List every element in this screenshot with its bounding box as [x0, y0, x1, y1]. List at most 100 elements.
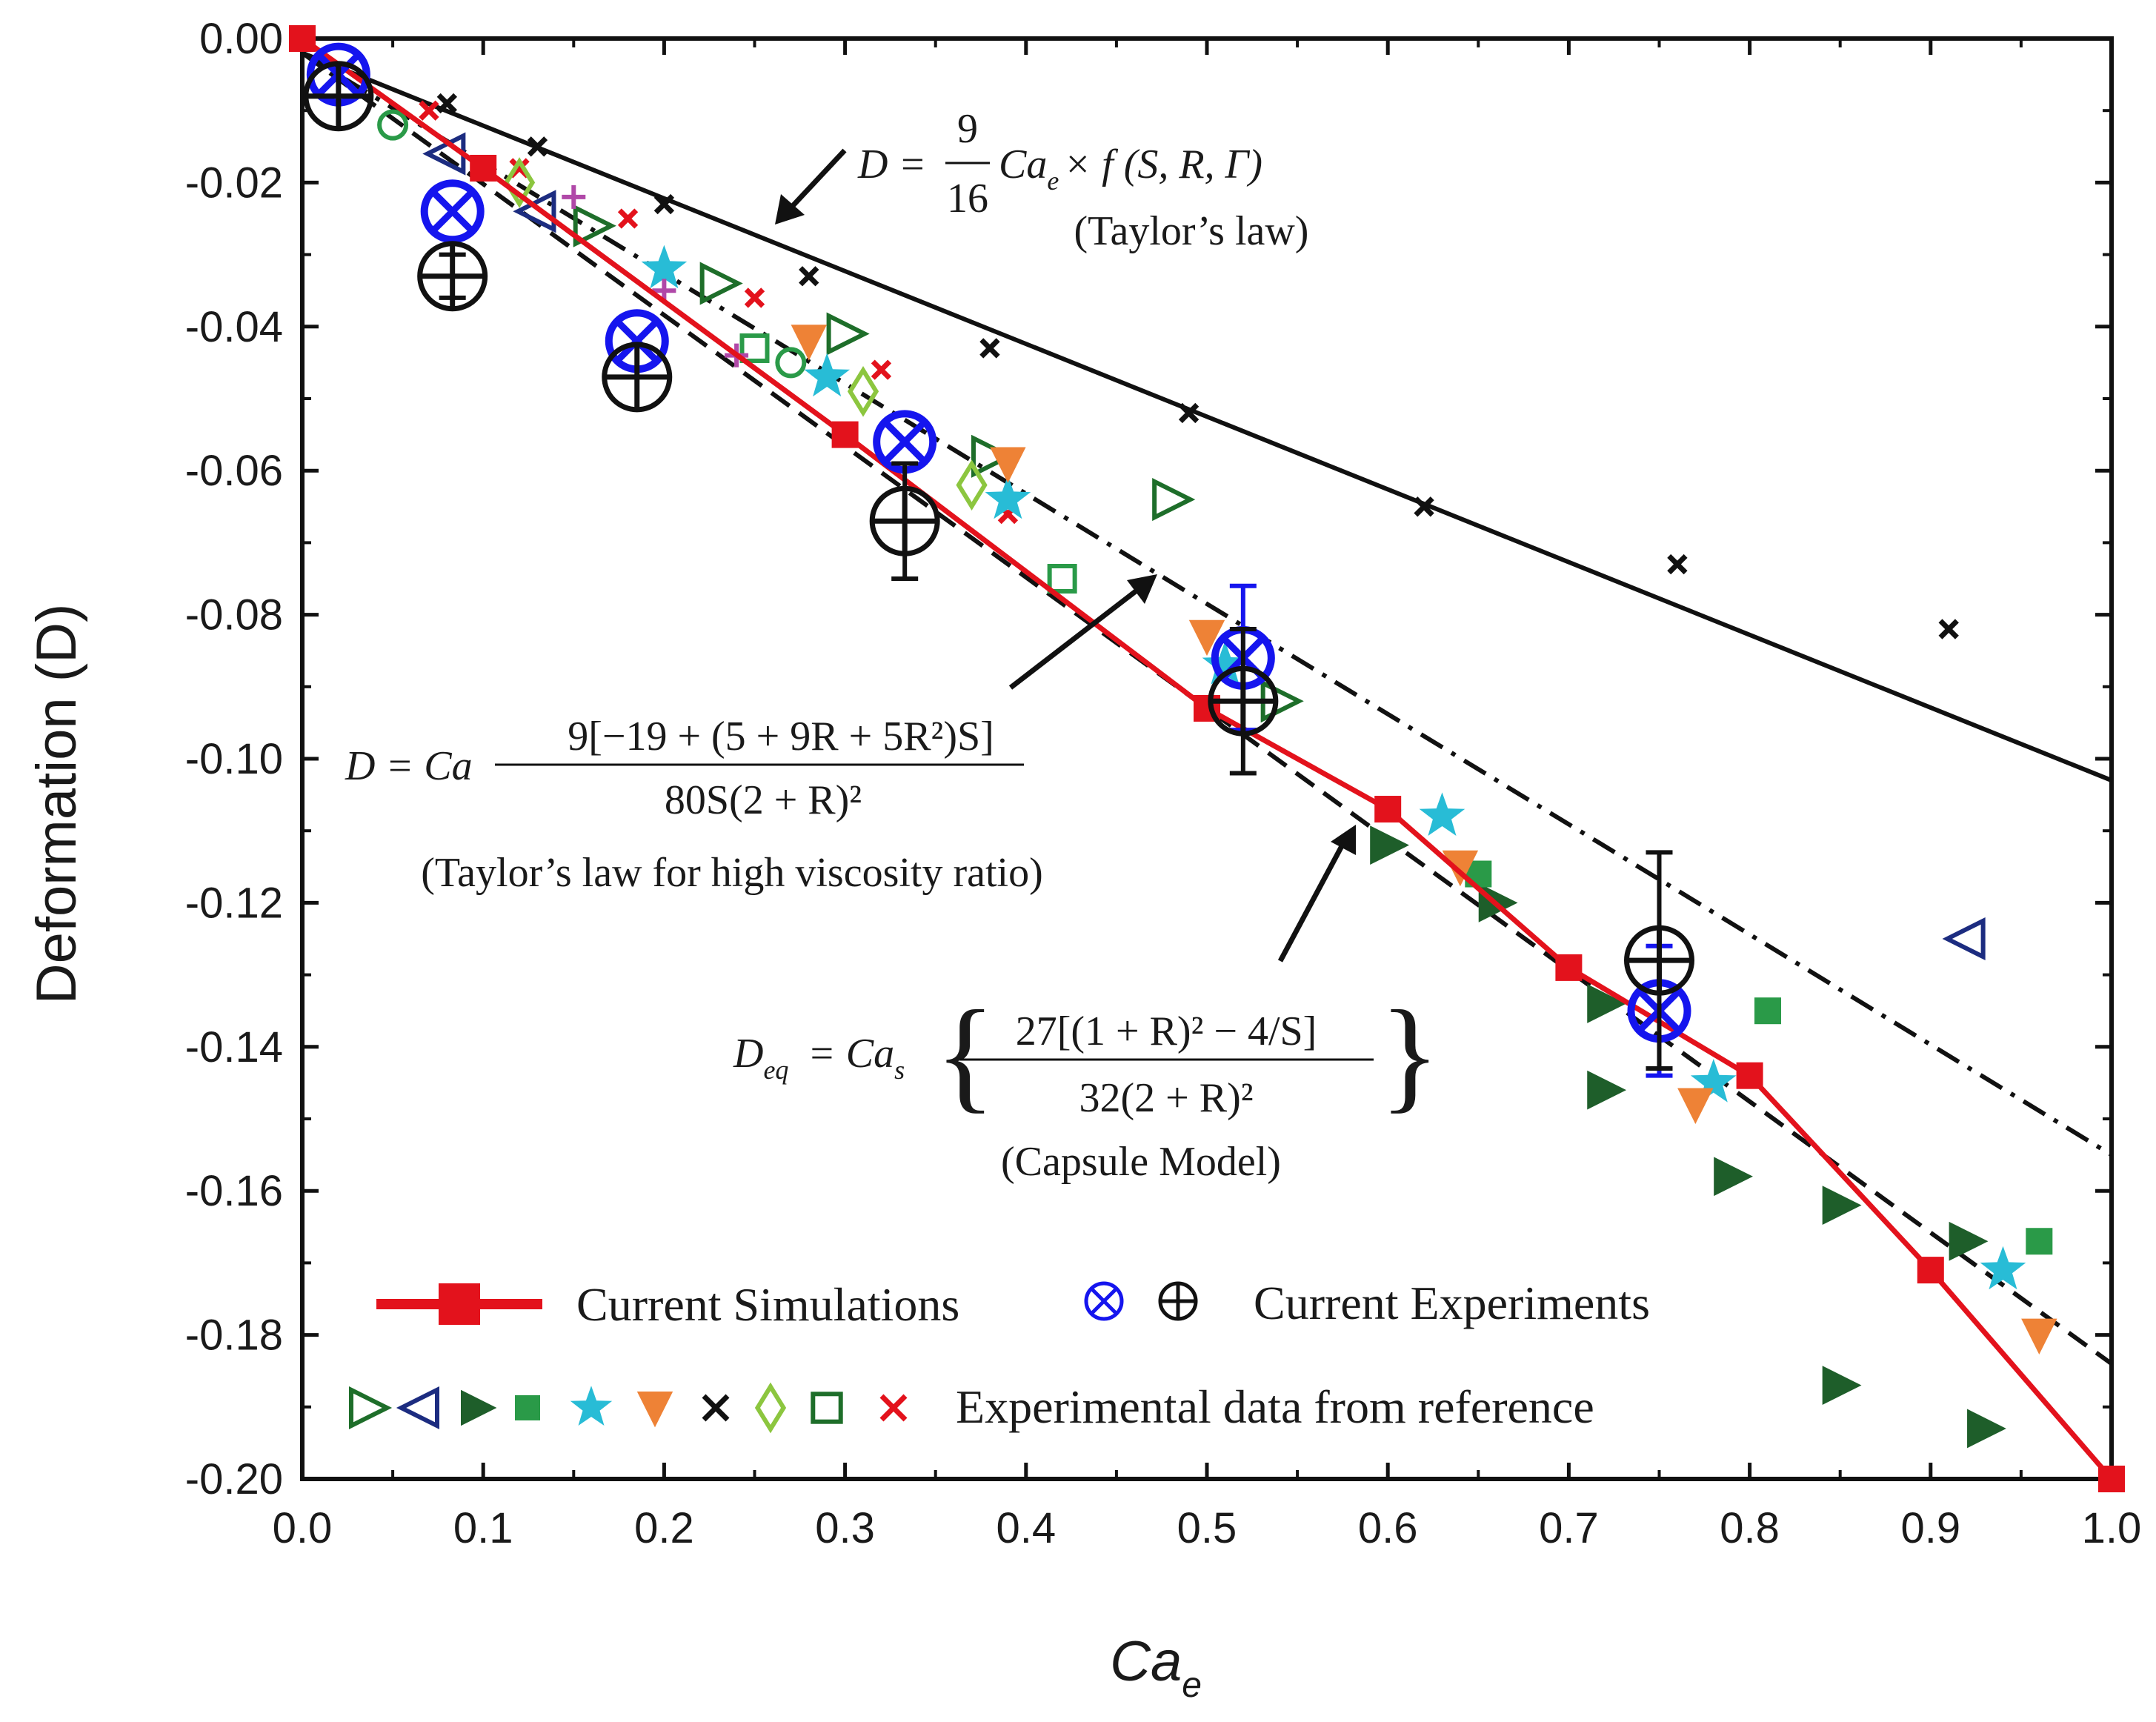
annotation-taylor: D = 9 16 Cae × f (S, R, Γ) (Taylor’s law) — [775, 106, 1308, 254]
series-reference-open-square — [739, 333, 1077, 594]
data-point — [1370, 825, 1409, 865]
legend-reference-symbol — [811, 1392, 843, 1424]
legend-reference-symbol — [461, 1389, 497, 1426]
data-point — [1152, 478, 1196, 522]
data-point — [303, 61, 374, 132]
data-point — [985, 475, 1031, 519]
data-point — [1949, 1221, 1989, 1261]
legend-reference: Experimental data from reference — [349, 1380, 1594, 1434]
oplus-icon — [1158, 1281, 1198, 1321]
annotation-arrow — [1277, 843, 1345, 963]
data-point — [744, 287, 765, 308]
data-point — [1208, 627, 1279, 776]
series-reference-down-triangle — [791, 325, 2057, 1354]
legend-simulations: Current Simulations — [376, 1278, 959, 1331]
data-point — [1188, 619, 1225, 656]
data-point — [377, 109, 409, 141]
y-tick-label: -0.14 — [185, 1023, 283, 1071]
y-tick-label: -0.06 — [185, 447, 283, 495]
svg-text:(Capsule Model): (Capsule Model) — [1001, 1139, 1281, 1185]
data-point — [1624, 850, 1694, 1071]
svg-text:Experimental data from referen: Experimental data from reference — [956, 1380, 1594, 1433]
model-line-dashed — [302, 51, 2112, 1366]
data-point — [799, 266, 819, 287]
svg-text:32(2 + R)²: 32(2 + R)² — [1079, 1075, 1253, 1121]
y-tick-label: -0.20 — [185, 1455, 283, 1503]
data-point — [289, 25, 316, 52]
data-point — [1967, 1409, 2006, 1449]
svg-text:80S(2 + R)²: 80S(2 + R)² — [665, 777, 862, 823]
data-point — [871, 359, 892, 380]
left-brace: { — [935, 985, 996, 1124]
data-point — [1736, 1062, 1763, 1089]
data-point — [1178, 402, 1200, 424]
data-point — [990, 447, 1026, 483]
data-point — [826, 312, 870, 356]
legend-reference-symbol — [349, 1386, 393, 1430]
data-point — [1202, 641, 1248, 685]
data-point — [1754, 997, 1782, 1025]
y-tick-label: -0.04 — [185, 303, 283, 351]
y-tick-label: -0.12 — [185, 879, 283, 927]
model-line-dash-dot — [302, 50, 2112, 1157]
data-markers — [289, 25, 2125, 1492]
y-axis-title: Deformation (D) — [25, 604, 88, 1005]
svg-text:(Taylor’s law for high viscosi: (Taylor’s law for high viscosity ratio) — [421, 850, 1043, 896]
data-point — [420, 179, 485, 244]
x-tick-label: 0.9 — [1900, 1504, 1960, 1552]
x-tick-label: 0.2 — [634, 1504, 694, 1552]
data-point — [1414, 496, 1434, 517]
svg-text:16: 16 — [947, 176, 988, 222]
data-point — [436, 93, 458, 114]
x-tick-label: 0.0 — [273, 1504, 333, 1552]
legend-reference-symbol — [879, 1394, 908, 1422]
data-point — [1419, 792, 1465, 836]
svg-text:= Cas: = Cas — [808, 1031, 905, 1085]
x-tick-label: 0.5 — [1177, 1504, 1237, 1552]
series-reference-open-right-triangle — [573, 204, 1304, 723]
arrowhead — [1331, 825, 1356, 855]
data-point — [869, 461, 940, 581]
svg-text:Deq: Deq — [733, 1031, 788, 1085]
annotation-capsule: Deq = Cas { 27[(1 + R)² − 4/S] 32(2 + R)… — [733, 825, 1440, 1185]
arrowhead — [775, 194, 805, 225]
legend-reference-symbol — [396, 1386, 439, 1430]
y-tick-label: -0.16 — [185, 1167, 283, 1215]
data-point — [2021, 1318, 2057, 1354]
series-reference-diamond — [503, 157, 988, 511]
x-tick-label: 0.6 — [1358, 1504, 1418, 1552]
y-tick-label: -0.08 — [185, 591, 283, 639]
series-reference-open-circle — [377, 109, 807, 379]
annotation-high-viscosity: D = Ca 9[−19 + (5 + 9R + 5R²)S] 80S(2 + … — [345, 574, 1157, 896]
y-tick-label: -0.18 — [185, 1312, 283, 1360]
data-point — [791, 325, 827, 361]
data-point — [653, 193, 675, 215]
series-reference-filled-right-triangle — [1370, 825, 2006, 1449]
series-reference-black-x — [436, 93, 1959, 639]
y-tick-label: -0.10 — [185, 735, 283, 783]
data-point — [562, 184, 586, 209]
series-reference-star — [641, 245, 2026, 1290]
x-tick-label: 0.8 — [1720, 1504, 1780, 1552]
legend-experiments: Current Experiments — [1084, 1277, 1650, 1329]
svg-text:Current Simulations: Current Simulations — [576, 1278, 959, 1331]
data-point — [831, 421, 859, 448]
annotation-arrow — [788, 148, 847, 211]
data-point — [1587, 1070, 1627, 1110]
x-tick-label: 0.1 — [453, 1504, 513, 1552]
svg-text:9: 9 — [957, 106, 978, 152]
data-point — [419, 100, 439, 121]
data-point — [573, 204, 616, 247]
x-axis-title: Cae — [1110, 1630, 1202, 1705]
legend-reference-symbol — [636, 1392, 673, 1428]
data-point — [1942, 917, 1986, 961]
data-point — [503, 157, 536, 208]
svg-text:D =: D = — [857, 142, 926, 187]
data-point — [617, 208, 639, 229]
data-point — [470, 154, 497, 182]
legend-reference-symbols — [349, 1382, 908, 1434]
data-point — [1587, 984, 1627, 1023]
legend: Current Simulations Current Experiments … — [349, 1277, 1650, 1434]
y-tick-label: -0.02 — [185, 159, 283, 207]
data-point — [979, 338, 1000, 359]
